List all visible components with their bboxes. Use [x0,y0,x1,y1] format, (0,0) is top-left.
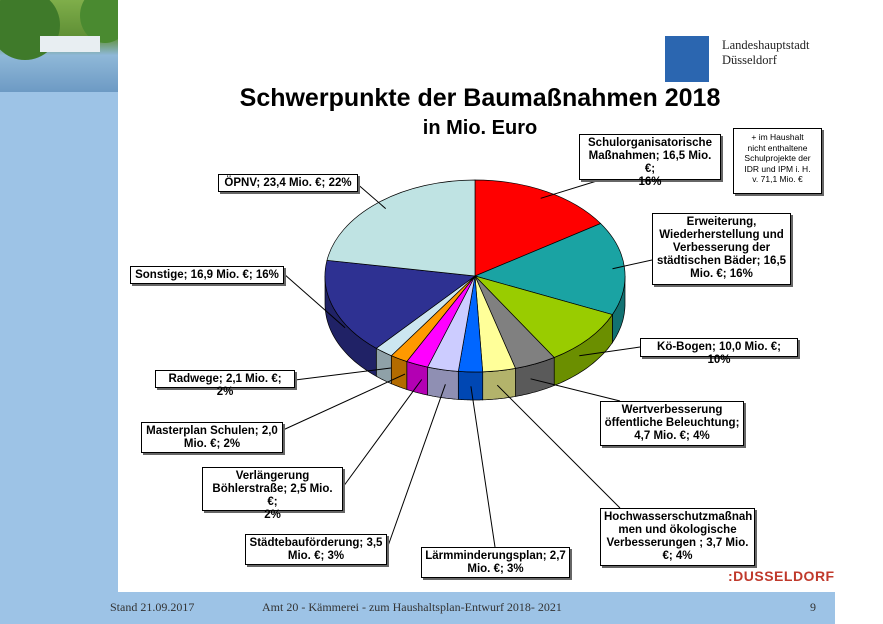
label-laermminderung: Lärmminderungsplan; 2,7 Mio. €; 3% [421,547,570,578]
leader-line-verl-ngerung-b-hlerstra-e [342,379,423,488]
leader-line-l-rmminderungsplan [470,386,496,548]
pie-side-l-rmminderungsplan [457,371,484,401]
pie-side-hochwasserschutzma-nahmen-und-kologische-verbesserungen [482,367,516,401]
leader-line-hochwasserschutzma-nahmen-und-kologische-verbesserungen [496,384,621,509]
chart-subtitle: in Mio. Euro [422,117,538,139]
label-staedtebau: Städtebauförderung; 3,5 Mio. €; 3% [245,534,387,565]
chart-title: Schwerpunkte der Baumaßnahmen 2018 [239,84,721,112]
pie-slice--pnv [326,179,476,277]
duesseldorf-brand: :DUSSELDORF [728,568,835,584]
leader-line-schulorganisatorische-ma-nahmen [540,179,601,199]
leader-line-erweiterung-wiederherstellung-und-verbesserung-der-st-dtischen-b-der [612,259,653,270]
page-number: 9 [810,600,816,614]
label-radwege: Radwege; 2,1 Mio. €; 2% [155,370,295,398]
leader-line-k-bogen [579,346,641,357]
label-wertverbesserung: Wertverbesserung öffentliche Beleuchtung;… [600,401,744,446]
footer-center: Amt 20 - Kämmerei - zum Haushaltsplan-En… [262,600,562,614]
city-name: Landeshauptstadt Düsseldorf [722,38,810,67]
pie-slice-schulorganisatorische-ma-nahmen [474,179,602,277]
label-masterplan-schulen: Masterplan Schulen; 2,0 Mio. €; 2% [141,422,283,453]
budget-note: + im Haushalt nicht enthaltene Schulproj… [733,128,822,194]
pie-slice-k-bogen [473,275,613,358]
leader-line-wertverbesserung-ffentliche-beleuchtung [530,378,621,402]
city-logo-icon [665,36,709,82]
label-schulorganisatorische: Schulorganisatorische Maßnahmen; 16,5 Mio… [579,134,721,188]
header-photo [0,0,118,92]
label-hochwasserschutz: Hochwasserschutzmaßnah men und ökologisch… [600,508,755,566]
label-baeder: Erweiterung, Wiederherstellung und Verbess… [652,213,791,285]
leader-line-st-dtebauf-rderung [387,384,446,547]
label-sonstige: Sonstige; 16,9 Mio. €; 16% [130,266,284,284]
left-decor-band [0,0,118,624]
label-oepnv: ÖPNV; 23,4 Mio. €; 22% [218,174,358,192]
label-koe-bogen: Kö-Bogen; 10,0 Mio. €; 10% [640,338,798,366]
label-boehlerstrasse: Verlängerung Böhlerstraße; 2,5 Mio. €; 2% [202,467,343,521]
leader-line--pnv [354,181,387,209]
pie-side-st-dtebauf-rderung [427,366,459,400]
leader-line-sonstige [283,273,346,329]
pie-slice-sonstige [324,259,476,349]
footer-bar: Stand 21.09.2017 Amt 20 - Kämmerei - zum… [0,592,835,624]
leader-line-masterplan-schulen [282,373,406,431]
pie-slice-erweiterung-wiederherstellung-und-verbesserung-der-st-dtischen-b-der [473,223,626,316]
leader-line-radwege [294,367,391,381]
footer-date: Stand 21.09.2017 [110,600,195,614]
